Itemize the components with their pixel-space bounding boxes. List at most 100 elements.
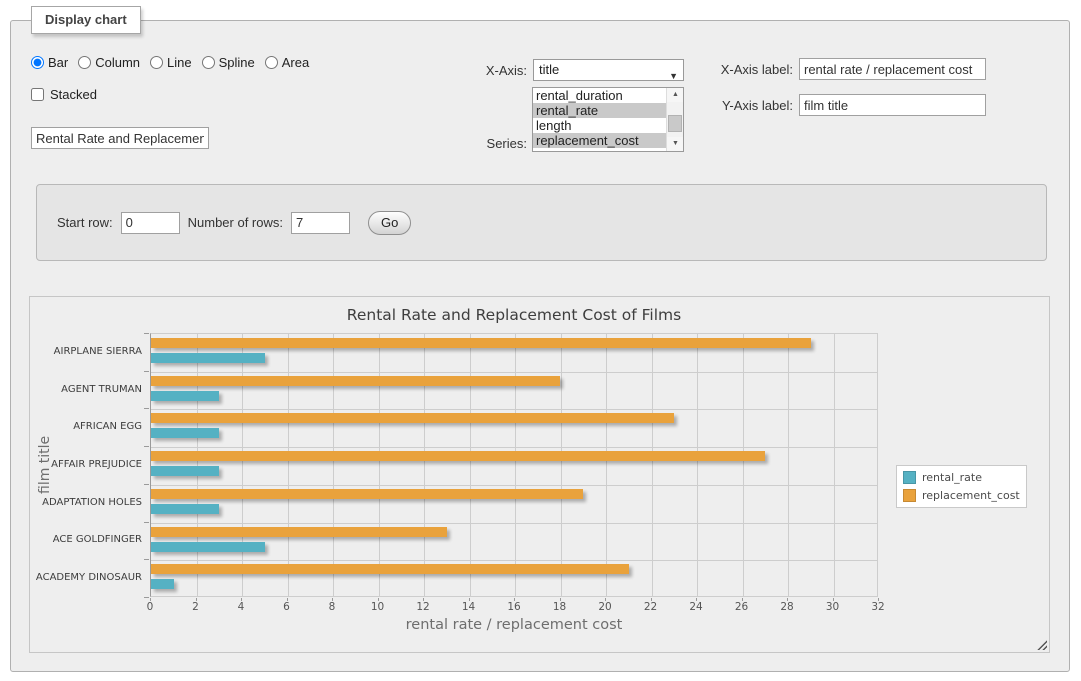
chart-title-input[interactable] — [31, 127, 209, 149]
x-axis-label-label: X-Axis label: — [701, 62, 793, 77]
y-axis-tick — [144, 522, 149, 523]
x-axis-tick-label: 32 — [863, 601, 893, 613]
vertical-gridline — [561, 334, 562, 596]
y-axis-tick — [144, 446, 149, 447]
x-axis-tick-label: 24 — [681, 601, 711, 613]
scroll-down-icon[interactable]: ▼ — [667, 137, 684, 151]
x-axis-tick-label: 0 — [135, 601, 165, 613]
y-axis-label-label: Y-Axis label: — [701, 98, 793, 113]
x-axis-selected-value: title — [539, 62, 559, 77]
bar-rental_rate — [151, 579, 174, 589]
bar-replacement_cost — [151, 338, 811, 348]
radio-label: Column — [95, 55, 140, 70]
series-option-rental_rate[interactable]: rental_rate — [533, 103, 667, 118]
vertical-gridline — [288, 334, 289, 596]
row-range-controls: Start row: Number of rows: Go — [57, 211, 411, 235]
bar-replacement_cost — [151, 527, 447, 537]
x-axis-label-input[interactable] — [799, 58, 986, 80]
number-of-rows-label: Number of rows: — [188, 215, 283, 230]
start-row-label: Start row: — [57, 215, 113, 230]
x-axis-select[interactable]: title ▼ — [533, 59, 684, 81]
bar-rental_rate — [151, 466, 219, 476]
series-listbox[interactable]: rental_durationrental_ratelengthreplacem… — [532, 87, 684, 152]
bar-rental_rate — [151, 391, 219, 401]
y-axis-label-input[interactable] — [799, 94, 986, 116]
stacked-checkbox[interactable] — [31, 88, 44, 101]
radio-label: Bar — [48, 55, 68, 70]
x-axis-tick-label: 10 — [363, 601, 393, 613]
stacked-checkbox-row[interactable]: Stacked — [31, 87, 97, 102]
display-chart-panel: Display chart BarColumnLineSplineArea St… — [10, 20, 1070, 672]
y-axis-tick — [144, 597, 149, 598]
radio-area[interactable] — [265, 56, 278, 69]
x-axis-tick-label: 14 — [454, 601, 484, 613]
y-axis-tick — [144, 333, 149, 334]
vertical-gridline — [606, 334, 607, 596]
chart-type-option-area[interactable]: Area — [265, 55, 309, 70]
plot-area — [150, 333, 878, 597]
x-axis-tick-label: 20 — [590, 601, 620, 613]
radio-column[interactable] — [78, 56, 91, 69]
stacked-label: Stacked — [50, 87, 97, 102]
vertical-gridline — [743, 334, 744, 596]
legend-label: replacement_cost — [922, 489, 1020, 502]
vertical-gridline — [424, 334, 425, 596]
category-label: AFRICAN EGG — [30, 421, 142, 432]
chart-type-radios: Bar Column Line Spline Area — [31, 55, 315, 70]
number-of-rows-input[interactable] — [291, 212, 350, 234]
chart-type-option-line[interactable]: Line — [150, 55, 192, 70]
vertical-gridline — [197, 334, 198, 596]
chart-title: Rental Rate and Replacement Cost of Film… — [150, 306, 878, 324]
chart-type-option-spline[interactable]: Spline — [202, 55, 255, 70]
radio-label: Area — [282, 55, 309, 70]
horizontal-gridline — [151, 560, 877, 561]
category-label: AIRPLANE SIERRA — [30, 346, 142, 357]
category-label: ACE GOLDFINGER — [30, 534, 142, 545]
radio-line[interactable] — [150, 56, 163, 69]
legend-item-rental_rate: rental_rate — [903, 471, 1020, 484]
radio-spline[interactable] — [202, 56, 215, 69]
chart-type-option-bar[interactable]: Bar — [31, 55, 68, 70]
go-button[interactable]: Go — [368, 211, 411, 235]
x-axis-tick-label: 12 — [408, 601, 438, 613]
bar-replacement_cost — [151, 376, 560, 386]
horizontal-gridline — [151, 523, 877, 524]
horizontal-gridline — [151, 372, 877, 373]
horizontal-gridline — [151, 409, 877, 410]
start-row-input[interactable] — [121, 212, 180, 234]
x-axis-tick-label: 30 — [818, 601, 848, 613]
y-axis-tick — [144, 559, 149, 560]
series-option-rental_duration[interactable]: rental_duration — [533, 88, 667, 103]
x-axis-tick-label: 26 — [727, 601, 757, 613]
x-axis-tick-label: 4 — [226, 601, 256, 613]
scrollbar-thumb[interactable] — [668, 115, 682, 132]
vertical-gridline — [788, 334, 789, 596]
vertical-gridline — [470, 334, 471, 596]
x-axis-tick-label: 16 — [499, 601, 529, 613]
series-option-replacement_cost[interactable]: replacement_cost — [533, 133, 667, 148]
bar-rental_rate — [151, 504, 219, 514]
x-axis-tick-label: 8 — [317, 601, 347, 613]
resize-grip-icon[interactable] — [1035, 638, 1047, 650]
radio-bar[interactable] — [31, 56, 44, 69]
x-axis-tick-label: 18 — [545, 601, 575, 613]
chart-type-option-column[interactable]: Column — [78, 55, 140, 70]
series-list-label: Series: — [441, 136, 527, 151]
panel-title: Display chart — [31, 6, 141, 34]
vertical-gridline — [333, 334, 334, 596]
bar-replacement_cost — [151, 489, 583, 499]
bar-rental_rate — [151, 353, 265, 363]
y-axis-tick — [144, 371, 149, 372]
scroll-up-icon[interactable]: ▲ — [667, 88, 684, 102]
vertical-gridline — [697, 334, 698, 596]
legend-label: rental_rate — [922, 471, 982, 484]
bar-replacement_cost — [151, 413, 674, 423]
vertical-gridline — [379, 334, 380, 596]
horizontal-gridline — [151, 447, 877, 448]
listbox-scrollbar[interactable]: ▲ ▼ — [666, 88, 683, 151]
bar-rental_rate — [151, 428, 219, 438]
series-option-length[interactable]: length — [533, 118, 667, 133]
x-axis-tick-label: 28 — [772, 601, 802, 613]
category-label: AFFAIR PREJUDICE — [30, 459, 142, 470]
legend-swatch-icon — [903, 489, 916, 502]
